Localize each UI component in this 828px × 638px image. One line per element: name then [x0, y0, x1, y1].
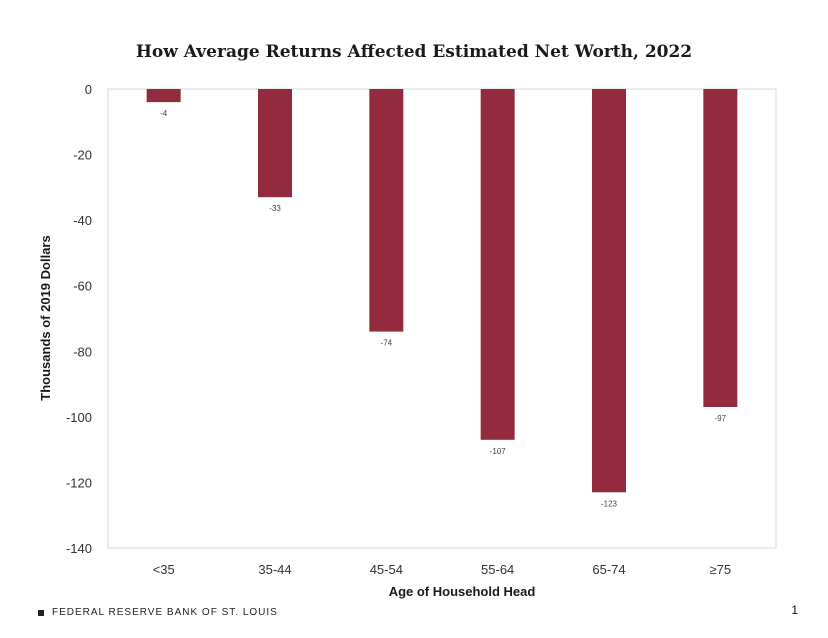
- plot-border: [107, 88, 777, 549]
- data-label: -123: [601, 499, 618, 508]
- x-category-label: <35: [153, 562, 175, 577]
- bar: [703, 89, 738, 408]
- chart-title: How Average Returns Affected Estimated N…: [135, 42, 693, 62]
- y-tick-label: -80: [73, 344, 92, 359]
- y-axis-title: Thousands of 2019 Dollars: [38, 235, 53, 400]
- data-label: -107: [490, 447, 507, 456]
- bar: [369, 89, 404, 332]
- square-bullet-icon: [38, 609, 44, 616]
- footer-brand: FEDERAL RESERVE BANK OF ST. LOUIS: [38, 607, 278, 618]
- data-label: -74: [381, 339, 393, 348]
- y-axis-ticks: 0 -20 -40 -60 -80 -100 -120 -140: [66, 82, 92, 556]
- x-category-label: ≥75: [710, 562, 732, 577]
- x-axis-title: Age of Household Head: [389, 584, 536, 599]
- data-label: -97: [715, 414, 727, 423]
- bar: [258, 89, 292, 198]
- plot-frame: [107, 88, 777, 549]
- bar: [592, 89, 626, 493]
- data-labels: -4 -33 -74 -107 -123 -97: [160, 109, 727, 508]
- bar: [480, 89, 515, 440]
- data-label: -4: [160, 109, 168, 118]
- x-category-label: 35-44: [258, 562, 291, 577]
- bars: [146, 89, 738, 493]
- y-tick-label: -40: [73, 213, 92, 228]
- y-tick-label: -20: [73, 148, 92, 163]
- footer-brand-text: FEDERAL RESERVE BANK OF ST. LOUIS: [52, 607, 278, 618]
- bar: [146, 89, 181, 103]
- y-tick-label: -60: [73, 279, 92, 294]
- y-tick-label: -140: [66, 541, 92, 556]
- y-tick-label: -100: [66, 410, 92, 425]
- x-category-label: 55-64: [481, 562, 514, 577]
- x-axis-categories: <35 35-44 45-54 55-64 65-74 ≥75: [153, 562, 732, 577]
- page-number: 1: [791, 603, 798, 617]
- y-tick-label: -120: [66, 475, 92, 490]
- data-label: -33: [269, 204, 281, 213]
- x-category-label: 45-54: [370, 562, 403, 577]
- y-tick-label: 0: [85, 82, 92, 97]
- x-category-label: 65-74: [592, 562, 625, 577]
